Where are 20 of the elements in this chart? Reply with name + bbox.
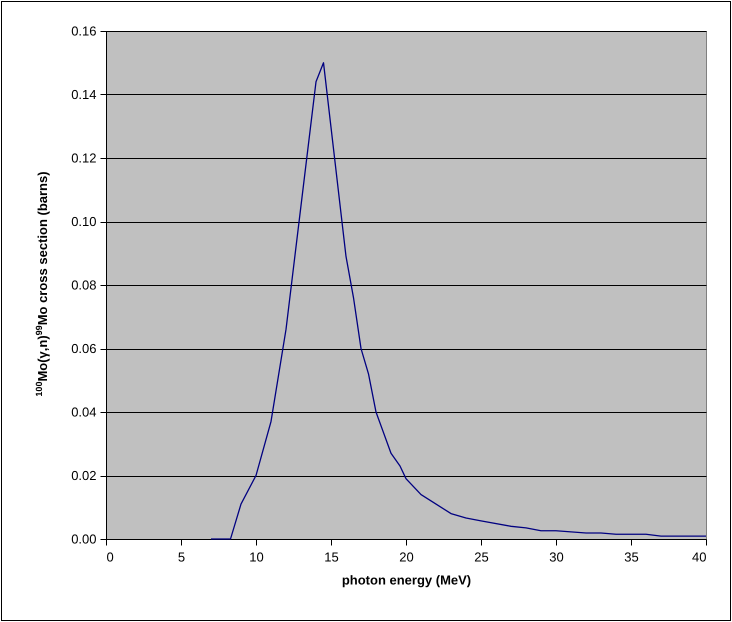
line-series: [210, 62, 707, 540]
x-tick-label: 15: [324, 550, 339, 564]
x-tick-label: 10: [249, 550, 264, 564]
x-tick-label: 35: [624, 550, 639, 564]
x-tick-label: 40: [692, 550, 706, 564]
x-tick-label: 30: [549, 550, 564, 564]
y-tick-label: 0.06: [71, 341, 96, 356]
y-tick-label: 0.02: [71, 468, 96, 483]
y-tick-label: 0.00: [71, 532, 96, 546]
y-tick-label: 0.12: [71, 150, 96, 166]
x-tick-label: 20: [399, 550, 414, 564]
y-tick-label: 0.04: [71, 404, 96, 420]
x-axis-title: photon energy (MeV): [342, 572, 472, 588]
y-tick-label: 0.14: [71, 87, 96, 102]
x-tick-label: 0: [106, 550, 114, 564]
y-tick-label: 0.08: [71, 278, 96, 292]
x-tick-label: 5: [178, 550, 186, 564]
y-tick-label: 0.10: [71, 214, 96, 229]
y-tick-label: 0.16: [71, 24, 96, 38]
x-tick-label: 25: [474, 550, 489, 564]
